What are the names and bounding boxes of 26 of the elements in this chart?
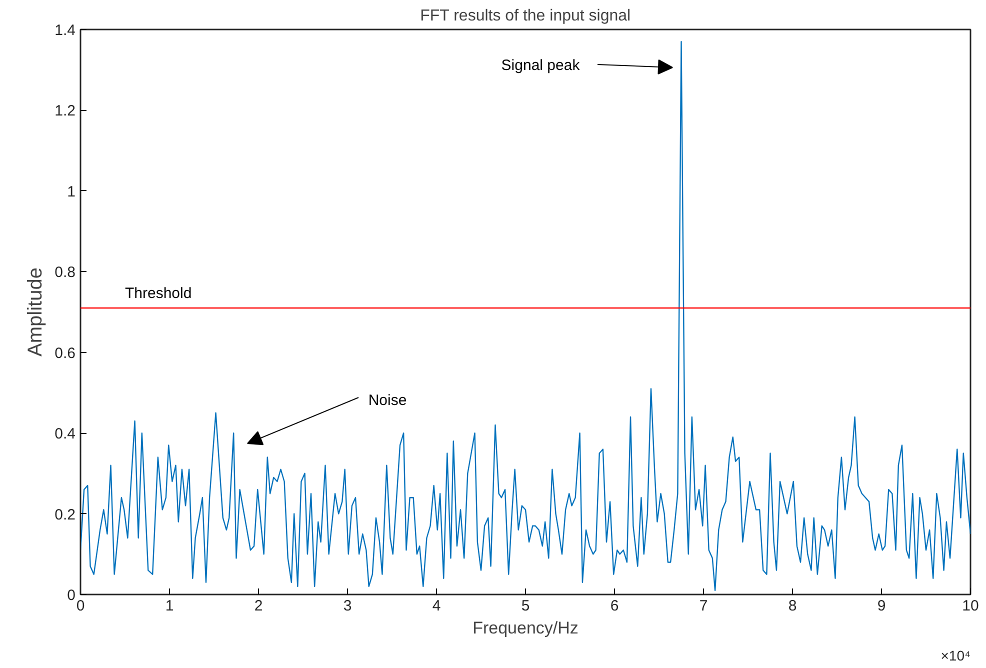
x-tick-label: 7: [699, 598, 708, 614]
chart-title: FFT results of the input signal: [420, 8, 631, 24]
x-tick-label: 9: [877, 598, 886, 614]
x-tick-label: 3: [343, 598, 352, 614]
y-tick-label: 1: [67, 183, 76, 200]
ref-line-label: Threshold: [125, 284, 192, 302]
x-tick-label: 8: [788, 598, 797, 614]
y-tick-label: 0.4: [54, 426, 76, 443]
y-tick-label: 1.4: [54, 22, 76, 39]
y-tick-label: 0.6: [54, 344, 76, 362]
y-tick-label: 0.8: [54, 264, 76, 282]
annotation: Noise: [368, 392, 407, 409]
x-tick-label: 6: [610, 598, 619, 614]
x-tick-label: 5: [521, 598, 530, 614]
x-tick-label: 4: [432, 598, 441, 614]
y-tick-label: 1.2: [54, 102, 76, 120]
annotation: Signal peak: [501, 57, 580, 74]
x-tick-label: 2: [254, 598, 263, 614]
y-axis-title: Amplitude: [24, 268, 47, 356]
y-tick-label: 0.2: [54, 506, 76, 524]
text: ×10⁴: [940, 648, 970, 664]
x-tick-label: 10: [962, 598, 979, 614]
y-tick-label: 0: [67, 587, 76, 604]
x-axis-title: Frequency/Hz: [472, 618, 578, 638]
line-series: [80, 41, 970, 592]
x-tick-label: 1: [165, 598, 174, 614]
